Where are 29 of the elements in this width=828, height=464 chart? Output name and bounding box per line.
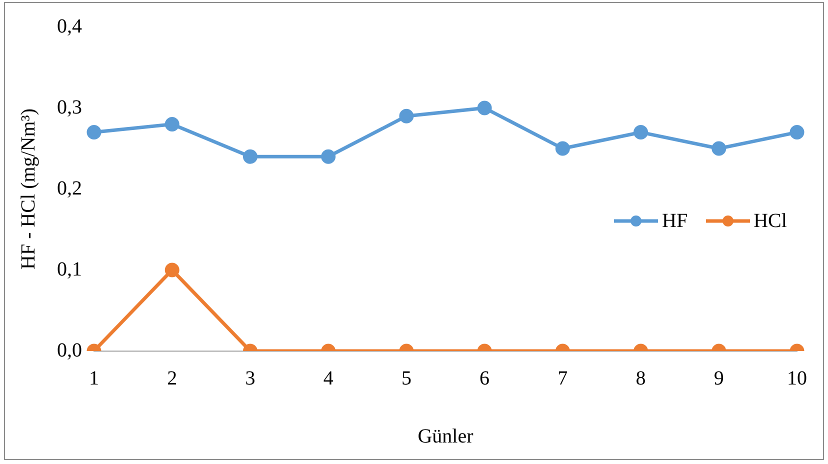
point [555, 141, 570, 156]
point [242, 149, 258, 164]
point [399, 108, 414, 124]
y-tick-label: 0,4 [57, 15, 82, 38]
y-tick-label: 0,2 [57, 177, 82, 200]
x-tick-label: 5 [401, 367, 412, 390]
x-tick-label: 3 [245, 367, 256, 390]
legend-label: HCl [754, 210, 787, 233]
y-tick-label: 0,1 [57, 258, 82, 280]
x-axis-title: Günler [418, 425, 474, 448]
x-tick-label: 9 [714, 367, 724, 390]
x-tick-label: 7 [558, 367, 568, 390]
x-tick-label: 6 [480, 367, 490, 390]
point [164, 116, 180, 132]
legend-label: HF [662, 210, 688, 233]
x-tick-label: 8 [636, 367, 646, 390]
y-axis-title: HF - HCl (mg/Nm³) [17, 108, 40, 270]
point [712, 141, 726, 156]
x-tick-label: 1 [89, 367, 99, 390]
point [321, 149, 336, 164]
x-tick-label: 2 [167, 367, 178, 390]
point [634, 125, 648, 140]
point [86, 125, 102, 140]
y-tick-label: 0,0 [57, 339, 82, 362]
point [477, 100, 492, 116]
x-tick-label: 10 [787, 367, 807, 390]
y-tick-label: 0,3 [57, 96, 82, 118]
x-tick-label: 4 [323, 367, 334, 390]
point [790, 125, 804, 140]
